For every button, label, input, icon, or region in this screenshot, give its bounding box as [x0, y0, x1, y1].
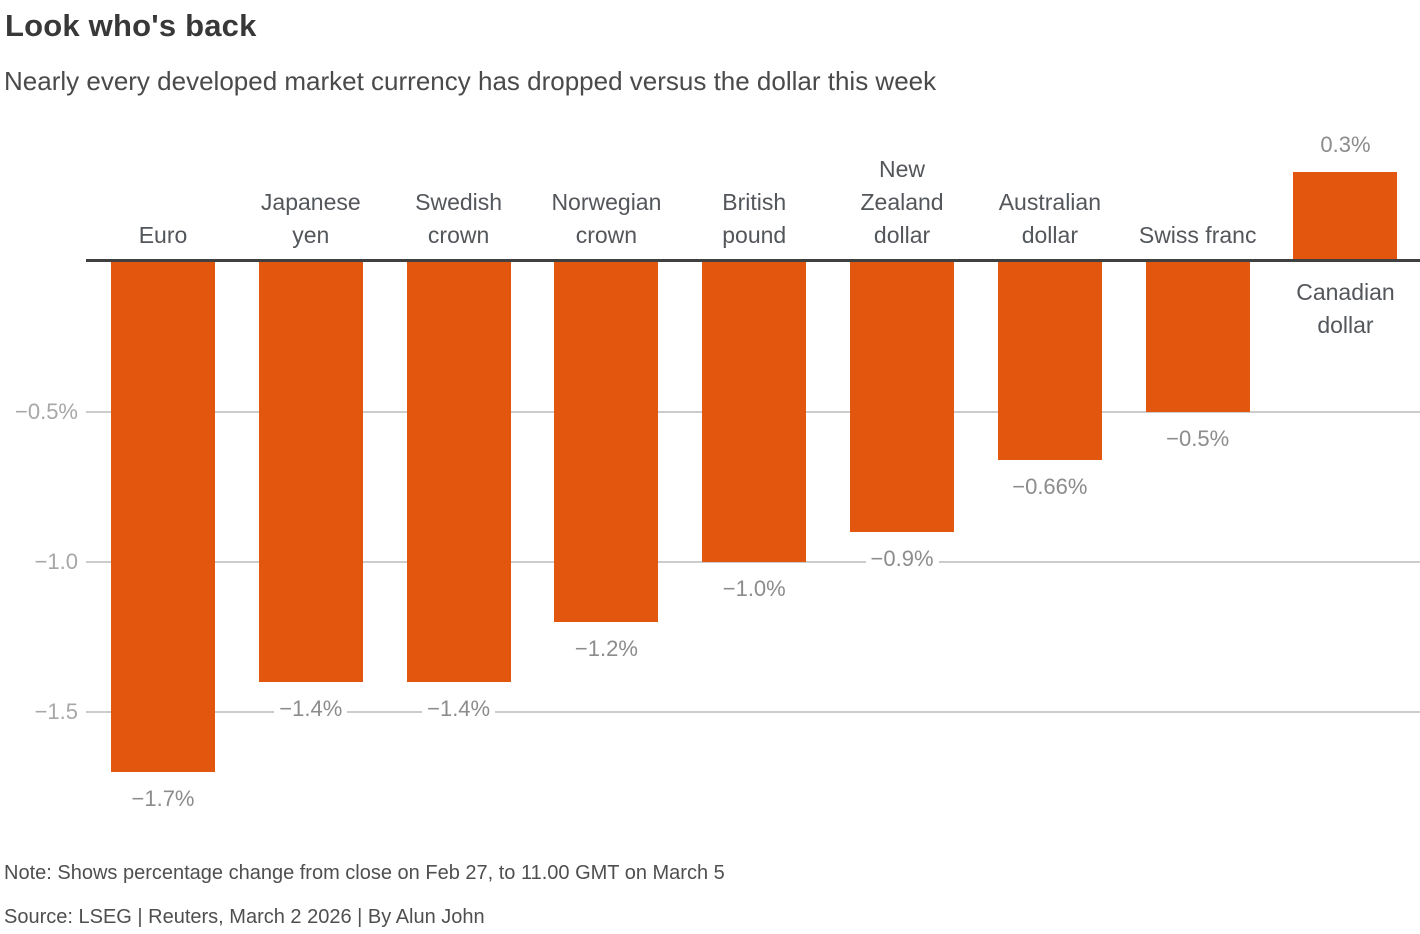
value-label-text: −1.4% — [274, 696, 348, 721]
category-label-line: Zealand — [860, 189, 944, 215]
value-label-new-zealand-dollar: −0.9% — [814, 546, 990, 572]
chart-note: Note: Shows percentage change from close… — [4, 862, 725, 884]
category-label-line: Australian — [998, 189, 1101, 215]
bar-euro — [111, 262, 215, 772]
value-label-british-pound: −1.0% — [666, 576, 842, 602]
bar-swiss-franc — [1145, 262, 1250, 412]
category-label-line: Japanese — [260, 189, 361, 215]
chart-subtitle: Nearly every developed market currency h… — [4, 66, 937, 96]
bar-new-zealand-dollar — [850, 262, 955, 532]
chart-title: Look who's back — [5, 8, 257, 43]
bar-swedish-crown — [406, 262, 511, 682]
category-label-line: Euro — [138, 222, 188, 248]
category-label-british-pound: British pound — [666, 186, 842, 252]
value-label-norwegian-crown: −1.2% — [518, 636, 694, 662]
bar-british-pound — [702, 262, 807, 562]
category-label-line: dollar — [1317, 312, 1374, 338]
bar-norwegian-crown — [554, 262, 659, 622]
bar-japanese-yen — [258, 262, 363, 682]
category-label-line: pound — [722, 222, 787, 248]
value-label-euro: −1.7% — [75, 786, 251, 812]
category-label-line: British — [722, 189, 787, 215]
category-label-line: crown — [427, 222, 490, 248]
value-label-text: −1.2% — [569, 636, 643, 661]
value-label-text: −1.0% — [717, 576, 791, 601]
value-label-text: −0.66% — [1007, 474, 1093, 499]
bar-canadian-dollar — [1293, 172, 1398, 262]
category-label-line: Canadian — [1296, 279, 1395, 305]
value-label-text: −0.9% — [865, 546, 939, 571]
category-label-line: Swiss franc — [1138, 222, 1257, 248]
category-label-canadian-dollar: Canadian dollar — [1257, 276, 1420, 342]
value-label-swedish-crown: −1.4% — [371, 696, 547, 722]
category-label-australian-dollar: Australian dollar — [962, 186, 1138, 252]
category-label-norwegian-crown: Norwegian crown — [518, 186, 694, 252]
gridline--1-5 — [86, 711, 1420, 713]
gridline--1-0 — [86, 561, 1420, 563]
category-label-swiss-franc: Swiss franc — [1110, 219, 1286, 252]
bar-australian-dollar — [997, 262, 1102, 460]
category-label-line: dollar — [873, 222, 931, 248]
category-label-new-zealand-dollar: New Zealand dollar — [814, 153, 990, 252]
category-label-line: dollar — [1021, 222, 1078, 248]
value-label-australian-dollar: −0.66% — [962, 474, 1138, 500]
value-label-text: −1.7% — [126, 786, 200, 811]
value-label-text: −0.5% — [1161, 426, 1235, 451]
y-tick-label--1-5: −1.5 — [34, 699, 78, 724]
zero-axis-line — [86, 259, 1420, 262]
category-label-line: New — [879, 156, 926, 182]
category-label-line: crown — [575, 222, 638, 248]
y-tick-label--1-0: −1.0 — [34, 549, 78, 574]
y-tick-label--0-5-: −0.5% — [15, 399, 78, 424]
category-label-japanese-yen: Japanese yen — [223, 186, 399, 252]
category-label-line: yen — [292, 222, 330, 248]
value-label-canadian-dollar: 0.3% — [1257, 132, 1420, 158]
value-label-text: 0.3% — [1315, 132, 1376, 157]
category-label-line: Norwegian — [551, 189, 662, 215]
value-label-japanese-yen: −1.4% — [223, 696, 399, 722]
value-label-swiss-franc: −0.5% — [1110, 426, 1286, 452]
value-label-text: −1.4% — [422, 696, 496, 721]
chart-source: Source: LSEG | Reuters, March 2 2026 | B… — [4, 906, 485, 928]
category-label-swedish-crown: Swedish crown — [371, 186, 547, 252]
category-label-euro: Euro — [75, 219, 251, 252]
category-label-line: Swedish — [415, 189, 503, 215]
